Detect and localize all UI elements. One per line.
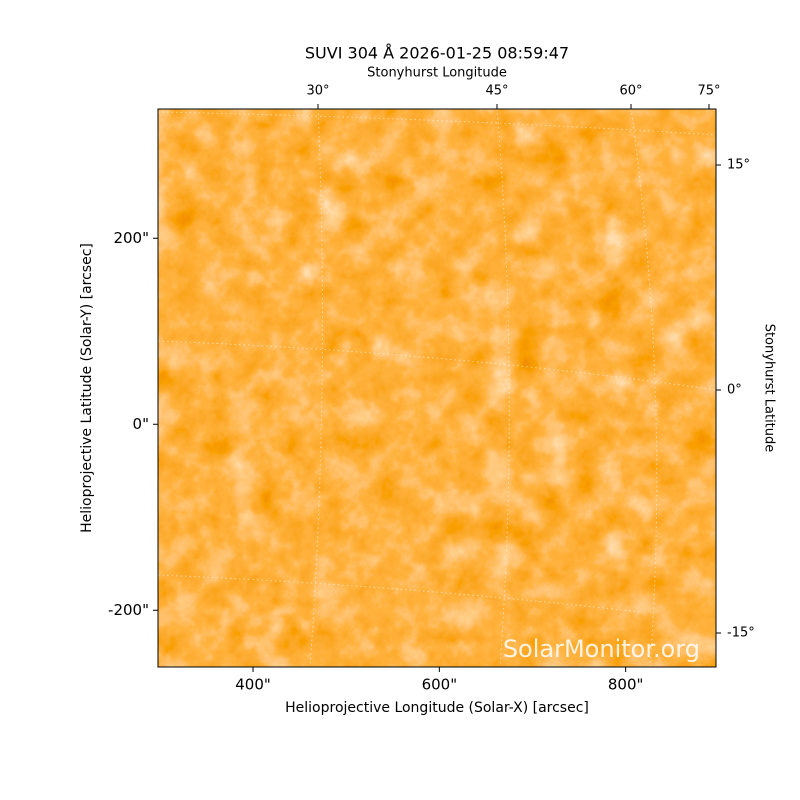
x-axis-label: Helioprojective Longitude (Solar-X) [arc… [285, 700, 589, 716]
y-tick-label: 200" [113, 229, 149, 247]
x-tick-label: 400" [235, 676, 271, 694]
plot-frame [157, 108, 717, 668]
lon-tick-label: 75° [697, 84, 720, 99]
coordinate-grid [158, 109, 716, 667]
solar-texture [158, 109, 716, 667]
chart-title: SUVI 304 Å 2026-01-25 08:59:47 [305, 44, 569, 63]
top-axis-label: Stonyhurst Longitude [367, 66, 507, 81]
lon-tick-label: 45° [485, 84, 508, 99]
y-tick-label: -200" [108, 601, 149, 619]
lon-tick-label: 60° [619, 84, 642, 99]
lat-tick-label: 15° [727, 158, 750, 173]
lon-tick-label: 30° [306, 84, 329, 99]
lat-tick-label: -15° [727, 626, 755, 641]
watermark: SolarMonitor.org [503, 635, 700, 663]
x-tick-label: 800" [608, 676, 644, 694]
y-tick-label: 0" [133, 415, 149, 433]
y-axis-label: Helioprojective Latitude (Solar-Y) [arcs… [79, 243, 95, 533]
x-tick-label: 600" [422, 676, 458, 694]
right-axis-label: Stonyhurst Latitude [762, 324, 777, 453]
lat-tick-label: 0° [727, 383, 742, 398]
